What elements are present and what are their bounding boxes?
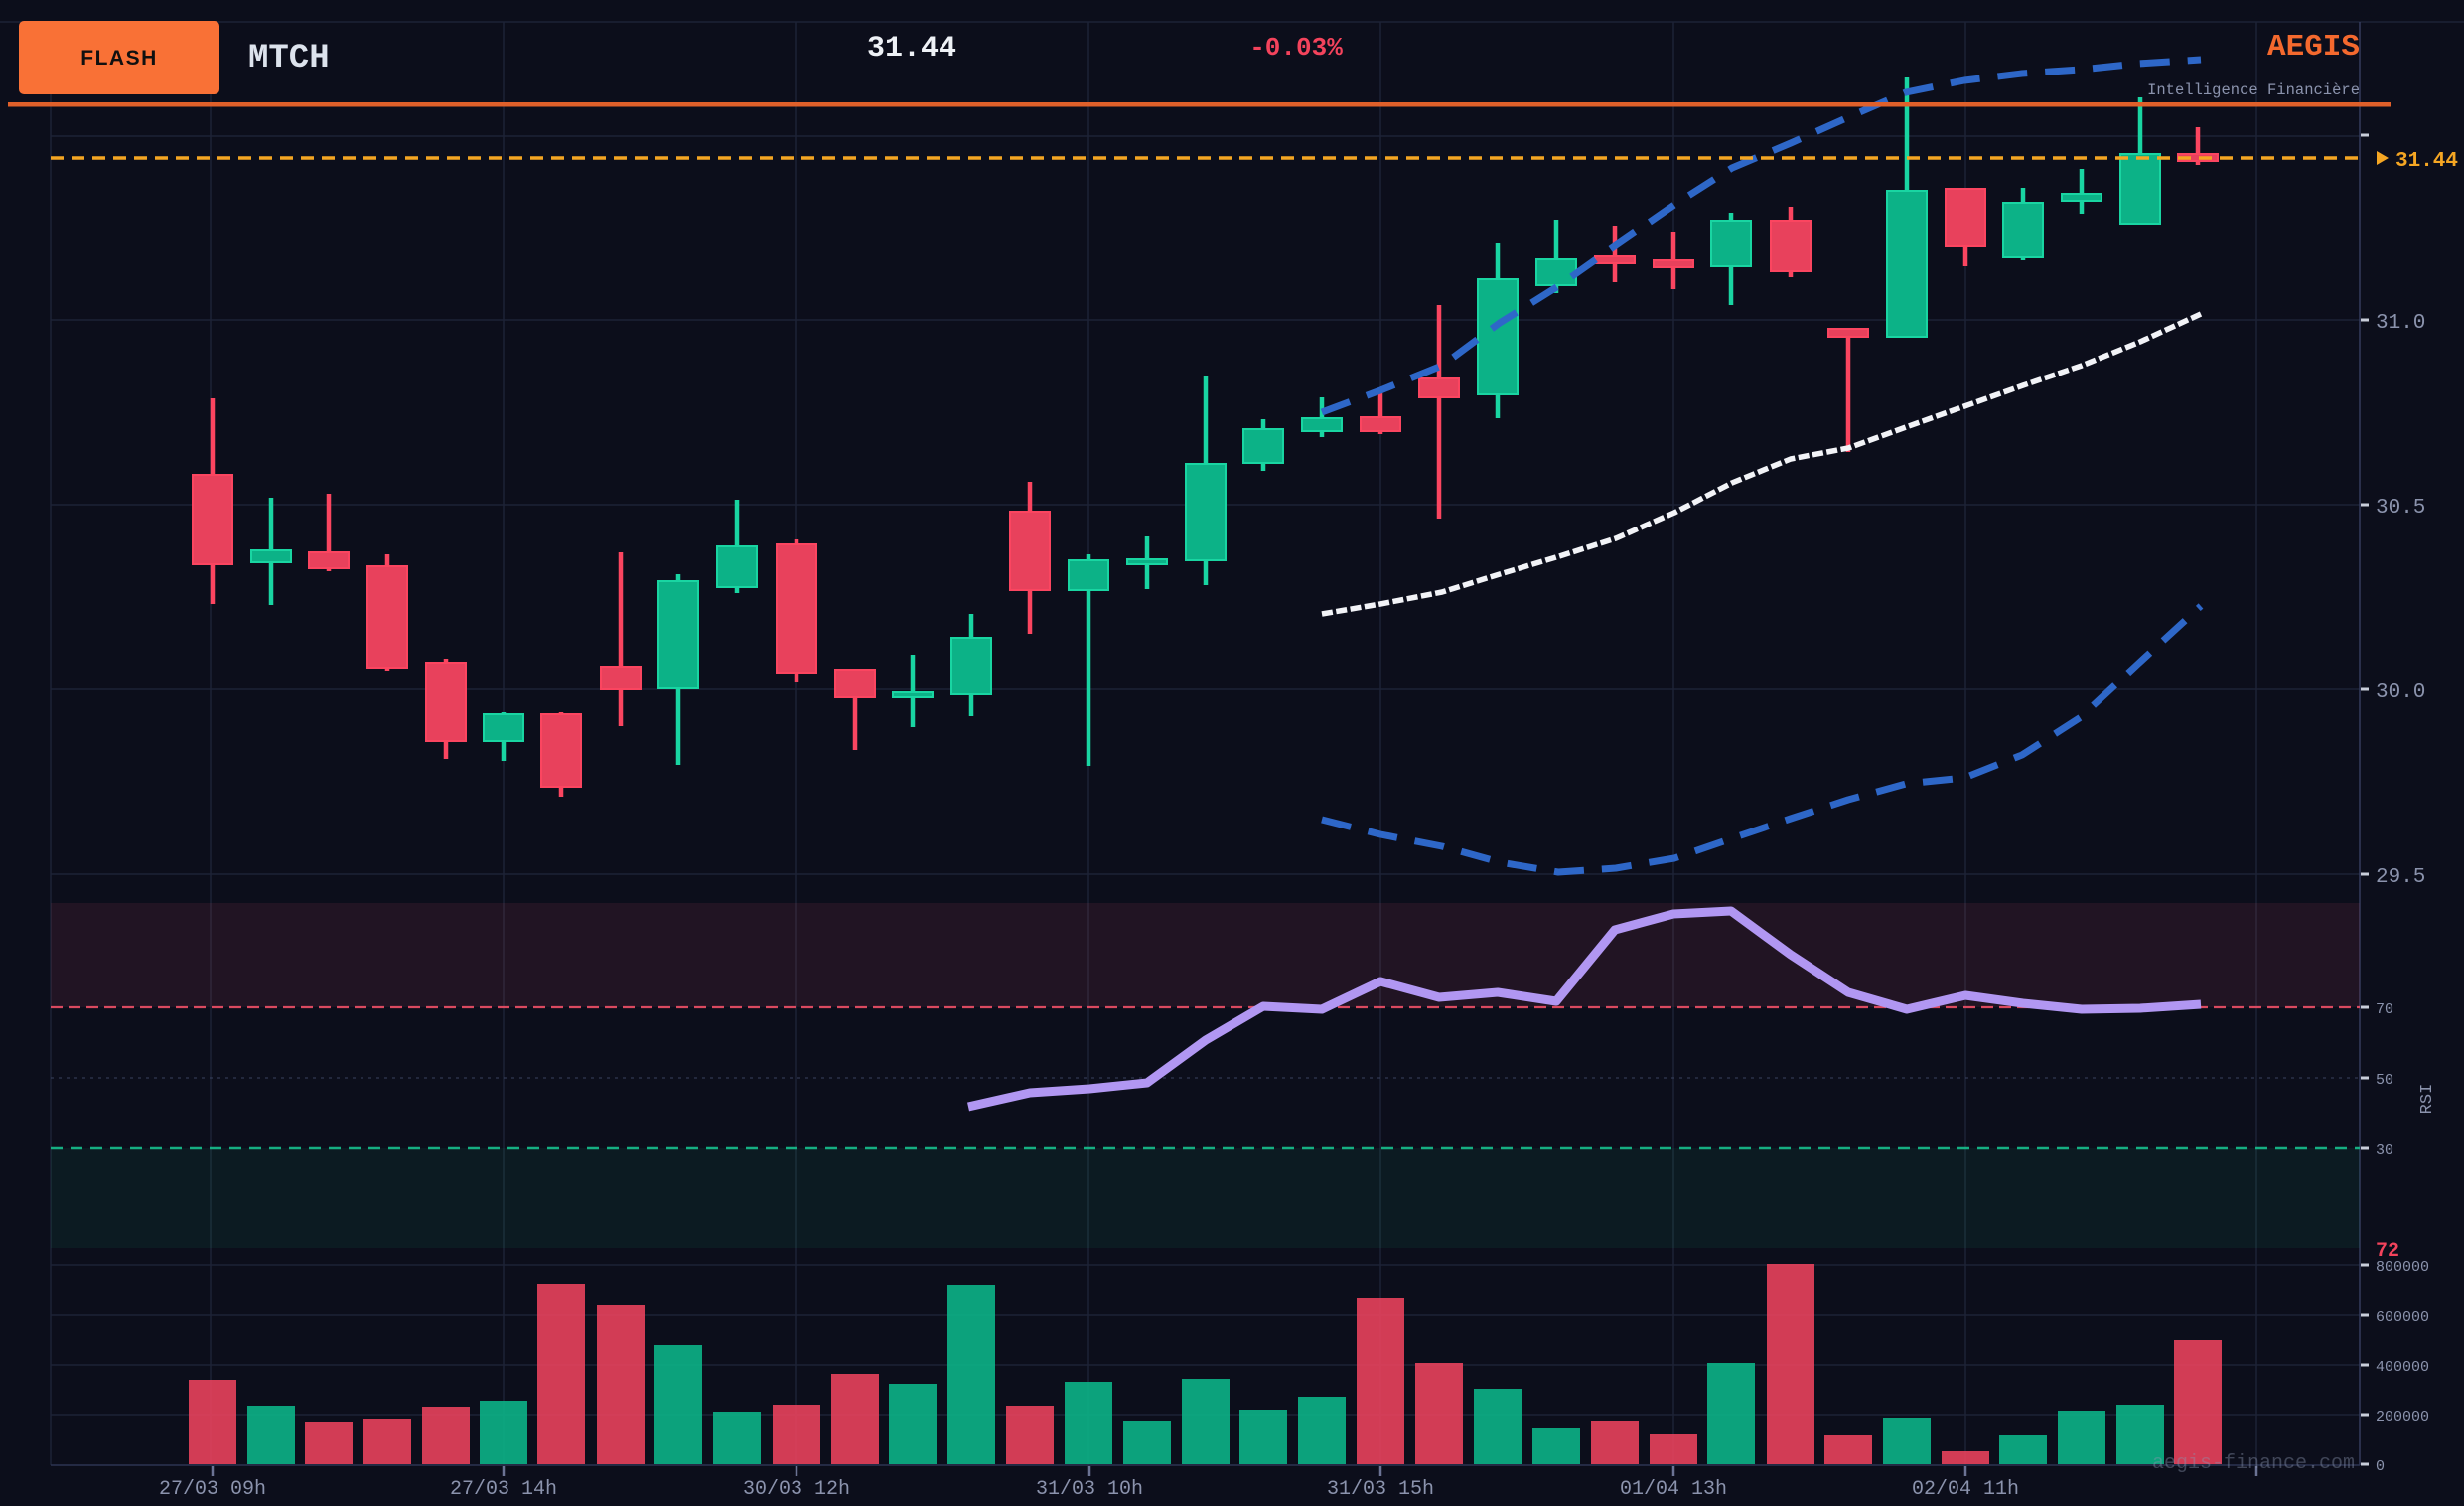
svg-text:800000: 800000 xyxy=(2376,1259,2429,1276)
svg-text:30: 30 xyxy=(2376,1142,2393,1159)
svg-text:31.0: 31.0 xyxy=(2376,312,2425,335)
svg-text:27/03 14h: 27/03 14h xyxy=(450,1478,557,1501)
svg-text:30.0: 30.0 xyxy=(2376,681,2425,704)
svg-text:72: 72 xyxy=(2376,1240,2399,1263)
svg-text:-0.03%: -0.03% xyxy=(1249,33,1343,63)
svg-text:31.44: 31.44 xyxy=(2395,150,2458,173)
svg-text:0: 0 xyxy=(2376,1458,2385,1475)
svg-text:31.44: 31.44 xyxy=(867,32,956,66)
svg-text:200000: 200000 xyxy=(2376,1409,2429,1426)
svg-text:02/04 11h: 02/04 11h xyxy=(1912,1478,2019,1501)
svg-text:AEGIS: AEGIS xyxy=(2267,30,2360,65)
svg-text:29.5: 29.5 xyxy=(2376,866,2425,889)
svg-text:FLASH: FLASH xyxy=(80,47,158,70)
svg-text:30/03 12h: 30/03 12h xyxy=(743,1478,850,1501)
svg-text:600000: 600000 xyxy=(2376,1309,2429,1326)
svg-text:31/03 10h: 31/03 10h xyxy=(1036,1478,1143,1501)
svg-text:70: 70 xyxy=(2376,1001,2393,1018)
svg-text:30.5: 30.5 xyxy=(2376,497,2425,520)
svg-text:01/04 13h: 01/04 13h xyxy=(1620,1478,1727,1501)
svg-text:MTCH: MTCH xyxy=(248,40,330,77)
svg-text:Intelligence Financière: Intelligence Financière xyxy=(2147,81,2360,99)
svg-text:31/03 15h: 31/03 15h xyxy=(1327,1478,1434,1501)
svg-text:50: 50 xyxy=(2376,1072,2393,1089)
svg-text:27/03 09h: 27/03 09h xyxy=(159,1478,266,1501)
svg-text:RSI: RSI xyxy=(2418,1084,2437,1115)
svg-text:aegis-finance.com: aegis-finance.com xyxy=(2152,1452,2355,1475)
svg-text:400000: 400000 xyxy=(2376,1359,2429,1376)
